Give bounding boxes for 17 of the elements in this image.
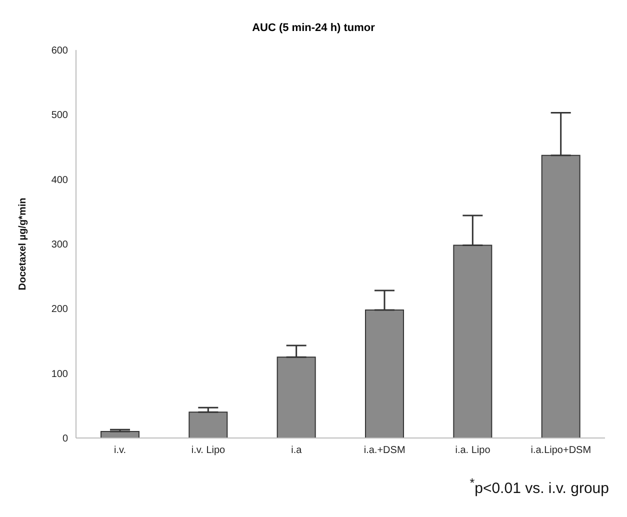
y-tick-label: 400 xyxy=(51,174,68,186)
x-tick-label: i.v. Lipo xyxy=(191,445,226,456)
x-tick-label: i.v. xyxy=(114,445,126,456)
x-tick-label: i.a.Lipo+DSM xyxy=(530,445,592,456)
y-axis-title: Docetaxel µg/g*min xyxy=(18,198,29,290)
chart-title: AUC (5 min-24 h) tumor xyxy=(251,22,376,34)
y-tick-label: 300 xyxy=(51,240,68,251)
bar xyxy=(188,412,228,438)
y-tick-label: 100 xyxy=(51,368,68,380)
x-tick-label: i.a xyxy=(291,445,302,456)
y-tick-label: 0 xyxy=(62,434,68,445)
y-tick-label: 500 xyxy=(51,110,68,122)
y-tick-label: 600 xyxy=(51,46,68,57)
x-tick-label: i.a. Lipo xyxy=(455,445,491,456)
y-tick-label: 200 xyxy=(51,304,68,316)
text: $^{*}$p<0.01 vs. i.v. group xyxy=(470,476,609,497)
x-tick-label: i.a.+DSM xyxy=(364,445,406,456)
